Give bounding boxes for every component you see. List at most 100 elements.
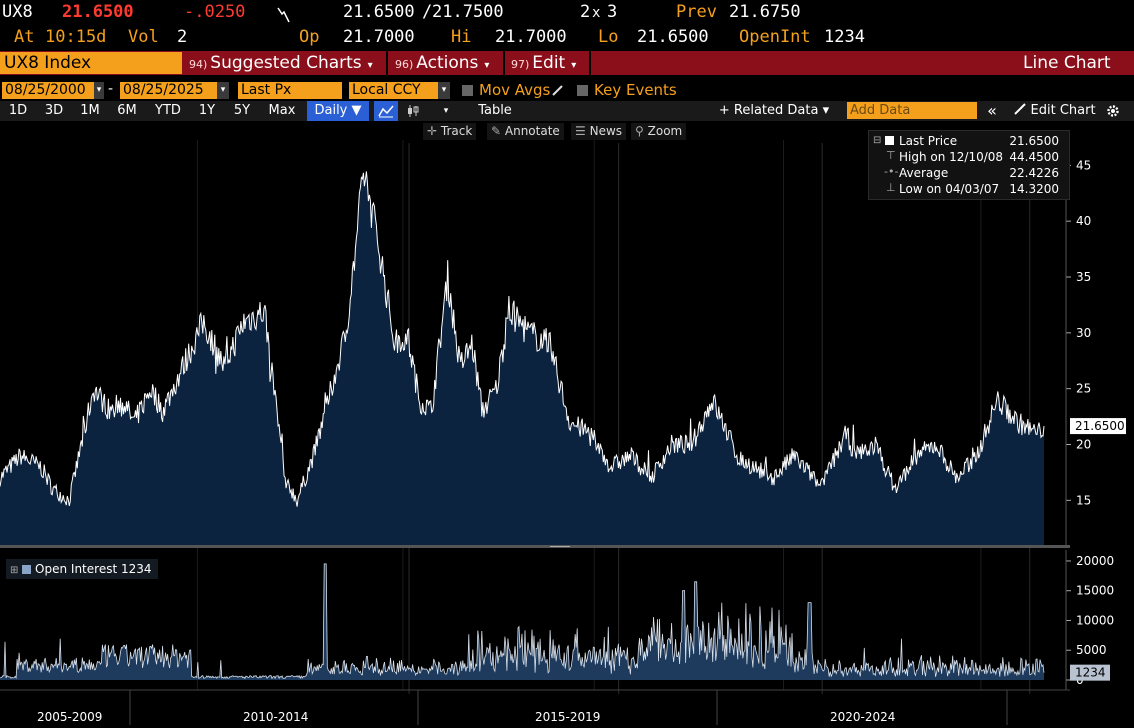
legend-low-value: 14.3200	[1009, 182, 1059, 196]
chart-legend: ⊟ Last Price 21.6500 ⊤ High on 12/10/08 …	[868, 130, 1070, 200]
period-max[interactable]: Max	[268, 103, 296, 118]
key-events-checkbox[interactable]	[577, 85, 588, 96]
oi-last-value-label: 1234	[1075, 666, 1106, 680]
period-1m[interactable]: 1M	[80, 103, 100, 118]
x-tick-label: 2005-2009	[37, 710, 102, 724]
quote-bid-ask-separator: /	[422, 2, 433, 22]
table-button[interactable]: Table	[478, 103, 512, 118]
y-tick-label: 15	[1076, 493, 1091, 507]
oi-y-tick-label: 15000	[1076, 584, 1114, 598]
legend-expand-icon[interactable]: ⊞	[10, 565, 19, 576]
track-tool[interactable]: ✛ Track	[423, 123, 477, 140]
price-area	[0, 171, 1044, 545]
date-range-dash: -	[108, 81, 114, 97]
oi-y-tick-label: 5000	[1076, 643, 1107, 657]
currency-select[interactable]: Local CCY	[349, 82, 438, 99]
open-interest-area	[0, 563, 1044, 680]
caret-down-icon: ▾	[571, 60, 577, 71]
suggested-charts-menu[interactable]: 94) Suggested Charts ▾	[189, 52, 373, 74]
period-5y[interactable]: 5Y	[233, 103, 251, 118]
candle-chart-toggle[interactable]	[402, 101, 424, 121]
x-tick-label: 2015-2019	[535, 710, 600, 724]
oi-last-value-box	[1070, 664, 1110, 681]
collapse-button[interactable]: «	[987, 101, 997, 120]
period-6m[interactable]: 6M	[117, 103, 137, 118]
legend-last-price-label: Last Price	[899, 134, 958, 148]
start-date-input[interactable]: 08/25/2000	[2, 82, 94, 99]
mov-avgs-checkbox[interactable]	[462, 85, 473, 96]
average-marker-icon: -•-	[884, 165, 899, 178]
mov-avgs-label[interactable]: Mov Avgs	[479, 81, 551, 99]
field-select[interactable]: Last Px	[238, 82, 342, 99]
edit-chart-label: Edit Chart	[1030, 103, 1096, 118]
zoom-label: Zoom	[647, 124, 683, 138]
news-icon: ☰	[575, 124, 586, 138]
currency-dropdown-icon[interactable]: ▾	[438, 82, 450, 99]
security-input[interactable]: UX8 Index	[0, 52, 182, 74]
quote-ask-size: 3	[607, 2, 618, 22]
quote-low-value: 21.6500	[637, 27, 709, 47]
quote-time: 10:15d	[45, 27, 107, 47]
actions-menu[interactable]: 96) Actions ▾	[395, 52, 489, 74]
legend-low-label: Low on 04/03/07	[899, 182, 1000, 196]
open-interest-legend-label: Open Interest 1234	[35, 562, 152, 576]
add-data-input[interactable]: Add Data	[847, 102, 977, 119]
oi-y-tick-label: 20000	[1076, 554, 1114, 568]
news-tool[interactable]: ☰ News	[571, 123, 627, 140]
chart-style-dropdown[interactable]: ▾	[443, 106, 449, 116]
quote-last-price: 21.6500	[62, 2, 134, 22]
related-data-button[interactable]: + Related Data ▾	[718, 103, 830, 118]
x-tick-label: 2020-2024	[830, 710, 895, 724]
end-date-input[interactable]: 08/25/2025	[120, 82, 217, 99]
open-interest-legend: ⊞ Open Interest 1234	[6, 559, 158, 579]
zoom-tool[interactable]: ⚲ Zoom	[631, 123, 687, 140]
key-events-label[interactable]: Key Events	[594, 81, 677, 99]
menu-bar	[0, 51, 1134, 75]
legend-expand-icon[interactable]: ⊟	[873, 135, 882, 146]
legend-high-value: 44.4500	[1009, 150, 1059, 164]
y-tick-label: 35	[1076, 270, 1091, 284]
edit-number: 97)	[511, 58, 530, 71]
suggested-charts-number: 94)	[189, 58, 208, 71]
quote-openint-label: OpenInt	[739, 27, 811, 47]
high-marker-icon: ⊤	[886, 149, 896, 162]
period-3d[interactable]: 3D	[44, 103, 64, 118]
pencil-icon[interactable]	[551, 84, 564, 97]
magnifier-icon: ⚲	[635, 124, 644, 138]
open-interest-swatch	[22, 565, 32, 574]
quote-size-separator: x	[592, 5, 601, 21]
suggested-charts-label: Suggested Charts	[210, 53, 362, 73]
edit-menu[interactable]: 97) Edit ▾	[511, 52, 576, 74]
frequency-select[interactable]: Daily ▼	[307, 101, 369, 121]
line-chart-icon	[378, 105, 394, 118]
quote-vol-value: 2	[177, 27, 188, 47]
quote-prev-value: 21.6750	[729, 2, 801, 22]
crosshair-icon: ✛	[427, 124, 438, 138]
end-date-calendar-icon[interactable]: ▾	[217, 82, 229, 99]
caret-down-icon: ▾	[367, 60, 373, 71]
period-ytd[interactable]: YTD	[155, 103, 181, 118]
gear-icon	[1107, 105, 1119, 117]
menu-divider	[386, 51, 388, 75]
x-tick-label: 2010-2014	[243, 710, 308, 724]
quote-open-value: 21.7000	[343, 27, 415, 47]
start-date-calendar-icon[interactable]: ▾	[94, 82, 104, 99]
edit-chart-button[interactable]: Edit Chart	[1007, 101, 1103, 121]
quote-ticker: UX8	[2, 2, 33, 22]
quote-ask: 21.7500	[432, 2, 504, 22]
legend-average-label: Average	[899, 166, 949, 180]
line-chart-toggle[interactable]	[374, 101, 398, 121]
quote-high-value: 21.7000	[495, 27, 567, 47]
y-tick-label: 20	[1076, 438, 1091, 452]
candlestick-icon	[408, 105, 419, 117]
annotate-tool[interactable]: ✎ Annotate	[487, 123, 564, 140]
settings-gear-button[interactable]	[1104, 101, 1122, 121]
legend-high-label: High on 12/10/08	[899, 150, 1004, 164]
quote-high-label: Hi	[451, 27, 472, 47]
quote-prev-label: Prev	[676, 2, 717, 22]
menu-divider	[589, 51, 591, 75]
period-1d[interactable]: 1D	[8, 103, 28, 118]
period-1y[interactable]: 1Y	[198, 103, 216, 118]
quote-open-label: Op	[299, 27, 320, 47]
